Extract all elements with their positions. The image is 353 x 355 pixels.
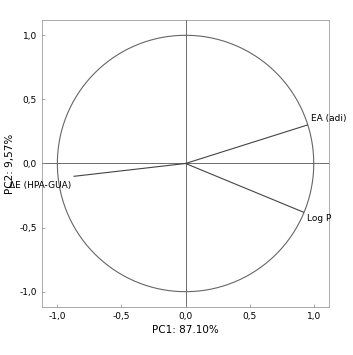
X-axis label: PC1: 87.10%: PC1: 87.10% [152,325,219,335]
Text: ΔE (HPA-GUA): ΔE (HPA-GUA) [9,181,71,190]
Text: EA (adi): EA (adi) [311,114,347,123]
Text: Log P: Log P [307,214,332,223]
Y-axis label: PC2: 9,57%: PC2: 9,57% [5,133,16,193]
